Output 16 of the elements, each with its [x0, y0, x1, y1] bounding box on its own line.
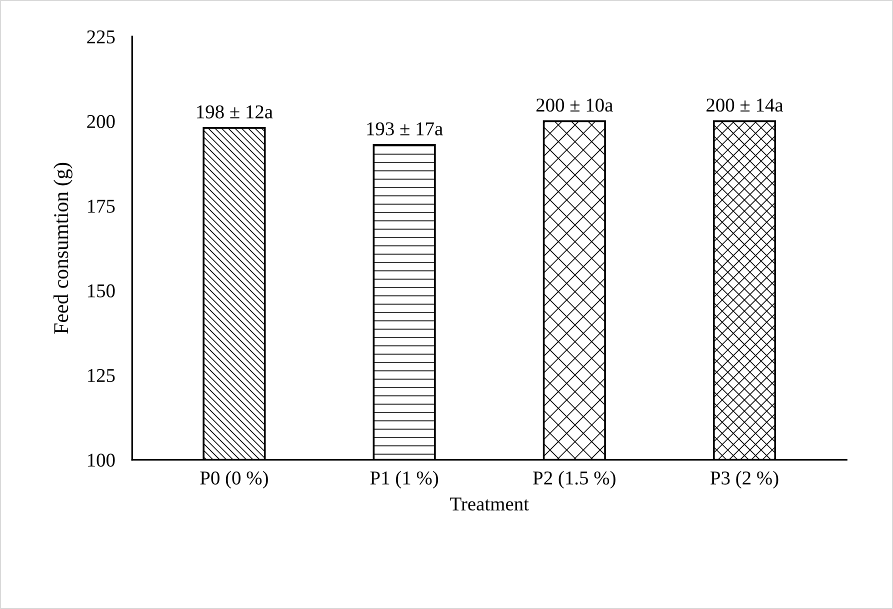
data-label: 193 ± 17a	[367, 122, 443, 136]
data-label: 200 ± 10a	[536, 98, 613, 112]
y-tick-label: 200	[87, 115, 115, 128]
x-tick-label: P1 (1 %)	[370, 470, 438, 489]
y-tick-label: 150	[88, 284, 115, 298]
x-tick-label: P2 (1.5 %)	[533, 470, 616, 489]
y-tick-label: 125	[88, 369, 115, 382]
data-label: 198 ± 12a	[197, 105, 273, 118]
x-tick-label: P3 (2 %)	[710, 470, 778, 489]
x-axis-title: Treatment	[450, 498, 529, 511]
data-label: 200 ± 14a	[706, 98, 784, 112]
y-tick-label: 100	[88, 454, 115, 467]
y-tick-label: 225	[87, 30, 115, 44]
y-tick-label: 175	[88, 200, 115, 213]
y-axis-title: Feed consumtion (g)	[53, 162, 72, 334]
x-tick-label: P0 (0 %)	[200, 470, 268, 489]
